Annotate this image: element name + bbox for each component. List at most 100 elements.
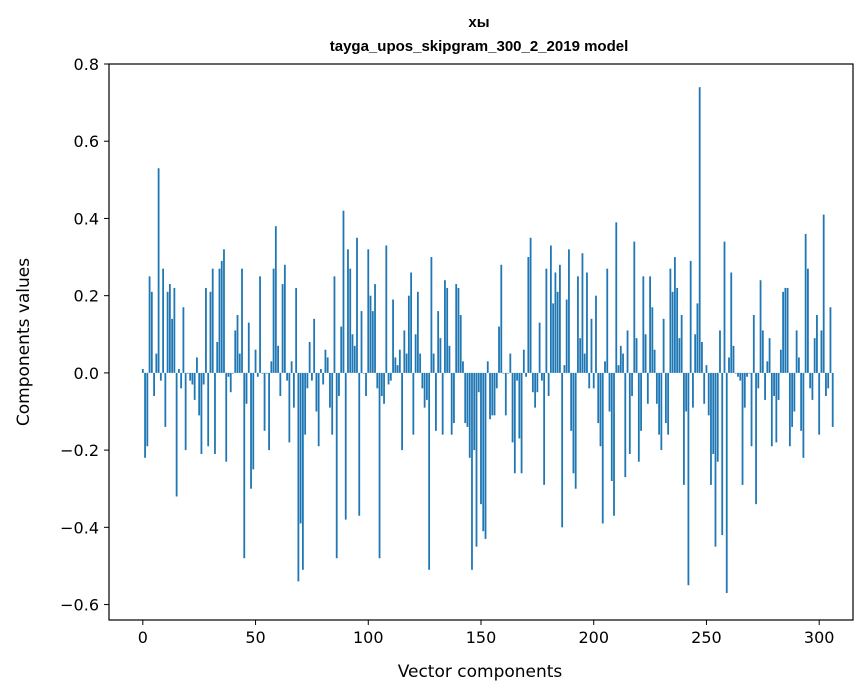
x-tick-label: 150 [466,628,497,647]
bar [299,372,302,524]
bar [241,268,243,373]
bar [669,268,672,373]
bar [315,372,318,412]
bar [797,357,800,373]
bar [649,276,651,373]
bar [631,372,633,397]
bar [455,284,458,373]
bars-group [141,87,834,593]
bar [211,268,214,373]
bar [626,330,629,373]
bar [642,276,645,373]
y-tick-label: −0.4 [60,518,99,537]
x-axis-label: Vector components [398,662,563,682]
x-tick-label: 0 [138,628,148,647]
bar [712,372,715,454]
bar [511,372,514,443]
bar [822,214,825,373]
bar [394,357,397,373]
bar [619,345,622,373]
bar [398,349,401,373]
bar [430,257,433,373]
bar [324,349,327,373]
bar [326,357,329,373]
bar [256,372,259,377]
bar [432,353,435,373]
bar [437,311,440,373]
bar [191,372,194,385]
bar [615,222,618,373]
bar [507,372,509,374]
bar [148,276,151,373]
bar [788,372,791,447]
bar [288,372,291,443]
bar [484,372,487,539]
bar [383,372,385,404]
bar [755,372,757,505]
bar [651,307,654,373]
bar [586,272,588,373]
bar [184,372,187,451]
bar [646,372,649,404]
bar [599,372,602,447]
bar [150,291,153,373]
bar [196,357,198,373]
bar [416,291,419,373]
bar [748,372,751,374]
bar [453,372,455,424]
bar [168,284,171,373]
bar [320,369,322,373]
bar [146,372,149,447]
bar [536,372,539,393]
bar [462,361,464,373]
bar [640,372,642,431]
bar [466,372,469,427]
bar [610,372,613,481]
bar [588,372,591,389]
bar [707,372,710,416]
bar [520,372,523,474]
bar [786,287,789,373]
bar [335,372,338,559]
bar [473,372,476,451]
bar [263,372,266,431]
bar [522,349,525,373]
bar [283,264,286,373]
bar [225,372,228,462]
bar [568,249,570,373]
bar [232,372,234,374]
y-tick-label: 0.4 [74,209,99,228]
y-tick-label: 0.8 [74,55,99,74]
bar [723,241,726,373]
bar [597,372,600,424]
bar [685,372,688,412]
bar [292,372,295,408]
bar [344,372,347,520]
bar [795,330,798,373]
bar [658,372,661,435]
bar [387,372,390,385]
bar [187,372,189,374]
bar [624,372,627,478]
bar [153,372,155,397]
bar [277,345,279,373]
bar [489,372,491,420]
bar [531,372,534,393]
bar [360,311,363,373]
bar [378,372,381,559]
bar [732,345,735,373]
bar [809,372,812,389]
bar [719,330,721,373]
bar [281,284,284,373]
bar [491,372,494,416]
bar [509,353,512,373]
bar [331,372,334,435]
bar [741,372,744,485]
bar [333,276,336,373]
bar [468,372,471,458]
bar [286,372,289,381]
bar [676,287,679,373]
bar [545,268,548,373]
bar [570,372,573,431]
bar [750,372,753,447]
